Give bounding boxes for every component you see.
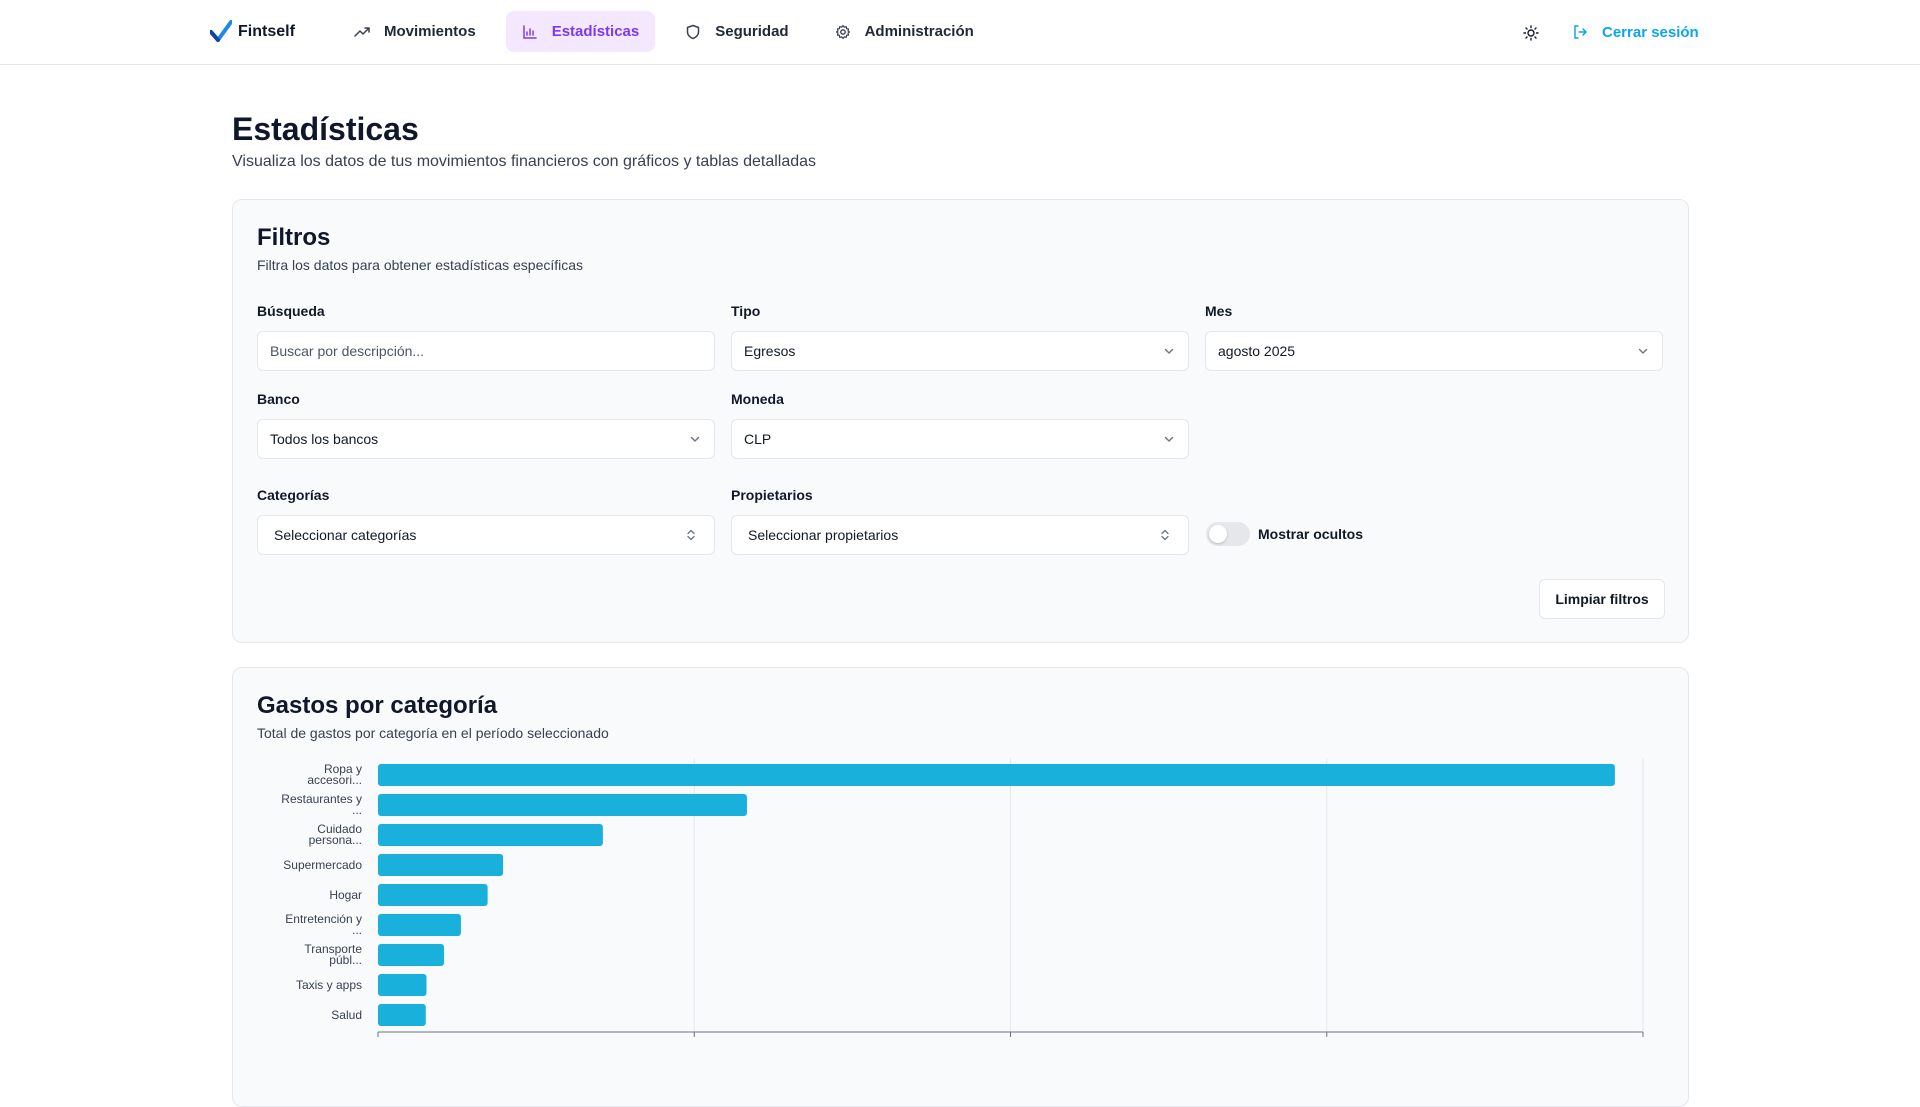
nav-item-label: Estadísticas (551, 23, 640, 40)
chevron-down-icon (690, 436, 700, 442)
banco-select[interactable]: Todos los bancos (257, 419, 715, 459)
moneda-label: Moneda (731, 391, 784, 407)
category-label: Supermercado (283, 858, 362, 872)
nav-item-seguridad[interactable]: Seguridad (669, 11, 804, 52)
tipo-select[interactable]: Egresos (731, 331, 1189, 371)
main-nav: Movimientos Estadísticas Seguridad Admin… (338, 11, 990, 52)
category-label: Ropa y accesori... (307, 762, 362, 787)
categorias-value: Seleccionar categorías (274, 527, 417, 543)
bar[interactable] (378, 1004, 426, 1026)
bar[interactable] (378, 884, 488, 906)
banco-label: Banco (257, 391, 300, 407)
sun-icon (1523, 25, 1539, 41)
categorias-select[interactable]: Seleccionar categorías (257, 515, 715, 555)
categorias-label: Categorías (257, 487, 330, 503)
nav-item-label: Movimientos (384, 23, 476, 40)
mes-value: agosto 2025 (1218, 343, 1296, 359)
clear-filters-button[interactable]: Limpiar filtros (1539, 579, 1665, 619)
bar-chart: Ropa y accesori... Restaurantes y ... Cuidad… (281, 758, 1644, 1037)
nav-item-movimientos[interactable]: Movimientos (338, 11, 492, 52)
theme-toggle-button[interactable] (1520, 22, 1542, 44)
category-label: Hogar (329, 888, 362, 902)
search-input[interactable]: Buscar por descripción... (257, 331, 715, 371)
bar[interactable] (378, 974, 427, 996)
logout-label: Cerrar sesión (1602, 23, 1699, 41)
page-title: Estadísticas (232, 111, 419, 147)
show-hidden-label: Mostrar ocultos (1258, 526, 1364, 542)
category-label: Transporte públ... (304, 942, 362, 967)
propietarios-label: Propietarios (731, 487, 813, 503)
moneda-value: CLP (744, 431, 772, 447)
trending-up-icon (354, 26, 370, 37)
tipo-label: Tipo (731, 303, 761, 319)
checkmark-logo-icon (210, 20, 232, 42)
chevron-down-icon (1164, 436, 1174, 442)
bar[interactable] (378, 914, 461, 936)
bar-chart-icon (522, 24, 537, 39)
category-label: Restaurantes y... (281, 792, 362, 817)
mes-select[interactable]: agosto 2025 (1205, 331, 1663, 371)
bar[interactable] (378, 944, 445, 966)
bar[interactable] (378, 854, 504, 876)
search-placeholder: Buscar por descripción... (270, 343, 425, 359)
brand-name: Fintself (238, 23, 295, 40)
shield-icon (686, 24, 700, 39)
show-hidden-toggle[interactable] (1206, 522, 1250, 546)
nav-item-label: Seguridad (715, 23, 789, 40)
logout-button[interactable]: Cerrar sesión (1572, 20, 1699, 44)
category-label: Taxis y apps (296, 978, 362, 992)
filters-subtitle: Filtra los datos para obtener estadístic… (257, 257, 584, 273)
nav-item-administracion[interactable]: Administración (819, 11, 990, 52)
expenses-by-category-card: Gastos por categoría Total de gastos por… (232, 667, 1689, 1107)
bar[interactable] (378, 764, 1615, 786)
category-label: Salud (331, 1008, 362, 1022)
bar[interactable] (378, 824, 603, 846)
chart-title: Gastos por categoría (257, 692, 498, 719)
chevrons-up-down-icon (1161, 529, 1169, 541)
nav-item-label: Administración (864, 23, 974, 40)
category-label: Entretención y... (285, 912, 362, 937)
chevron-down-icon (1638, 348, 1648, 354)
propietarios-select[interactable]: Seleccionar propietarios (731, 515, 1189, 555)
page-subtitle: Visualiza los datos de tus movimientos f… (232, 153, 817, 170)
filters-title: Filtros (257, 224, 331, 251)
mes-label: Mes (1205, 303, 1233, 319)
top-navbar: Fintself Movimientos Estadísticas Seguri… (0, 0, 1920, 65)
propietarios-value: Seleccionar propietarios (748, 527, 899, 543)
filters-card: Filtros Filtra los datos para obtener es… (232, 199, 1689, 643)
toggle-knob (1209, 525, 1227, 543)
chart-subtitle: Total de gastos por categoría en el perí… (257, 725, 609, 741)
banco-value: Todos los bancos (270, 431, 379, 447)
chevron-down-icon (1164, 348, 1174, 354)
gear-icon (835, 24, 850, 39)
moneda-select[interactable]: CLP (731, 419, 1189, 459)
search-label: Búsqueda (257, 303, 325, 319)
nav-item-estadisticas[interactable]: Estadísticas (505, 11, 656, 52)
bar[interactable] (378, 794, 747, 816)
category-label: Cuidado persona... (309, 822, 363, 847)
logout-icon (1574, 25, 1587, 39)
brand-logo[interactable]: Fintself (210, 18, 295, 46)
chevrons-up-down-icon (687, 529, 695, 541)
tipo-value: Egresos (744, 343, 796, 359)
